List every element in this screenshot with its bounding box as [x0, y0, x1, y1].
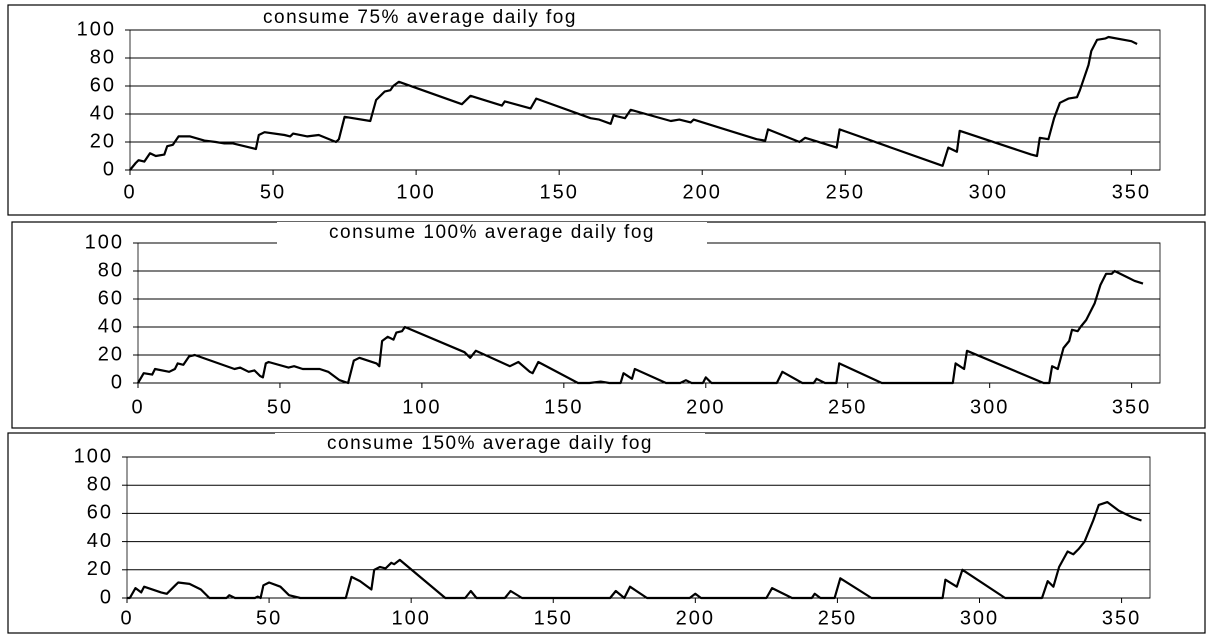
- x-tick-label: 250: [818, 607, 857, 629]
- x-tick-label: 150: [544, 396, 583, 418]
- x-tick-label: 200: [686, 396, 725, 418]
- title-backdrop: [277, 222, 707, 244]
- panel-frame: [7, 432, 1206, 634]
- x-tick-label: 250: [828, 396, 867, 418]
- y-tick-label: 80: [98, 259, 124, 281]
- x-tick-label: 0: [123, 181, 136, 203]
- panel-frame: [11, 221, 1206, 429]
- plot-frame: [126, 456, 1151, 599]
- x-tick-label: 150: [539, 181, 578, 203]
- x-tick-label: 50: [260, 181, 286, 203]
- x-tick-label: 150: [534, 607, 573, 629]
- y-tick-label: 60: [87, 502, 113, 524]
- x-tick-label: 50: [256, 607, 282, 629]
- panel-frame: [7, 4, 1206, 216]
- y-tick-label: 100: [77, 18, 116, 40]
- plot-frame: [137, 242, 1161, 384]
- x-tick-label: 100: [391, 607, 430, 629]
- data-line: [137, 269, 1144, 385]
- x-tick-label: 50: [267, 396, 293, 418]
- y-tick-label: 40: [87, 530, 113, 552]
- y-tick-label: 60: [90, 74, 116, 96]
- y-tick-label: 80: [90, 46, 116, 68]
- data-line: [129, 35, 1138, 171]
- x-tick-label: 350: [1112, 396, 1151, 418]
- x-tick-label: 350: [1102, 607, 1141, 629]
- chart-title: consume 150% average daily fog: [327, 433, 653, 454]
- x-tick-label: 0: [131, 396, 144, 418]
- chart-title: consume 100% average daily fog: [329, 222, 655, 243]
- data-line: [127, 501, 1142, 600]
- y-tick-label: 20: [87, 558, 113, 580]
- y-tick-label: 0: [111, 371, 124, 393]
- y-tick-label: 100: [85, 231, 124, 253]
- x-tick-label: 300: [969, 181, 1008, 203]
- x-tick-label: 100: [402, 396, 441, 418]
- chart-title: consume 75% average daily fog: [263, 7, 577, 28]
- plot-frame: [129, 29, 1161, 171]
- y-tick-label: 100: [74, 445, 113, 467]
- y-tick-label: 80: [87, 473, 113, 495]
- x-tick-label: 350: [1112, 181, 1151, 203]
- x-tick-label: 0: [120, 607, 133, 629]
- y-tick-label: 20: [90, 130, 116, 152]
- x-tick-label: 100: [396, 181, 435, 203]
- x-tick-label: 200: [683, 181, 722, 203]
- y-tick-label: 0: [103, 158, 116, 180]
- y-tick-label: 40: [98, 315, 124, 337]
- y-tick-label: 20: [98, 343, 124, 365]
- y-tick-label: 60: [98, 287, 124, 309]
- title-backdrop: [275, 433, 705, 455]
- x-tick-label: 200: [676, 607, 715, 629]
- title-backdrop: [205, 7, 635, 29]
- x-tick-label: 300: [960, 607, 999, 629]
- x-tick-label: 300: [970, 396, 1009, 418]
- x-tick-label: 250: [826, 181, 865, 203]
- y-tick-label: 0: [100, 586, 113, 608]
- y-tick-label: 40: [90, 102, 116, 124]
